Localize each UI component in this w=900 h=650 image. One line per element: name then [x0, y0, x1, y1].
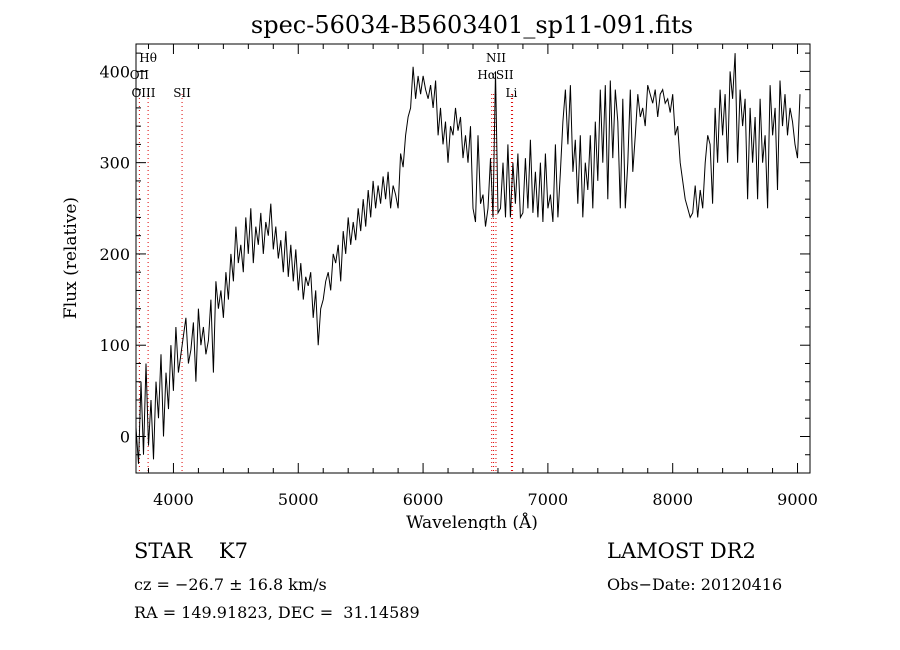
x-axis-label: Wavelength (Å): [406, 512, 538, 530]
redshift-velocity: cz = −26.7 ± 16.8 km/s: [134, 575, 327, 594]
object-class: STAR K7: [134, 539, 248, 563]
x-tick-label: 7000: [528, 490, 569, 509]
y-axis-label: Flux (relative): [61, 197, 81, 319]
observation-date: Obs−Date: 20120416: [607, 575, 783, 594]
coordinates: RA = 149.91823, DEC = 31.14589: [134, 603, 420, 622]
spectral-line-markers: [138, 94, 514, 473]
chart-title: spec-56034-B5603401_sp11-091.fits: [251, 11, 693, 39]
x-tick-label: 5000: [278, 490, 319, 509]
y-tick-label: 200: [99, 245, 130, 264]
line-label: NII: [486, 51, 506, 65]
line-label: SII: [173, 86, 191, 100]
y-tick-label: 100: [99, 336, 130, 355]
x-tick-label: 8000: [652, 490, 693, 509]
spectrum-line: [135, 53, 801, 464]
line-label: OIII: [131, 86, 155, 100]
spectrum-chart: spec-56034-B5603401_sp11-091.fits Hθ OII O…: [61, 11, 818, 530]
x-tick-label: 6000: [403, 490, 444, 509]
line-label: OII: [130, 68, 150, 82]
y-tick-label: 400: [99, 62, 130, 81]
x-tick-label: 9000: [777, 490, 818, 509]
line-label: Hθ: [139, 51, 157, 65]
y-tick-label: 300: [99, 154, 130, 173]
line-label: Li: [506, 86, 518, 100]
y-tick-label: 0: [120, 427, 130, 446]
plot-frame: [135, 43, 811, 474]
survey-name: LAMOST DR2: [607, 539, 756, 563]
x-tick-label: 4000: [153, 490, 194, 509]
axis-ticks: 4000 5000 6000 7000 8000 9000 0 100 200 300 400: [99, 44, 818, 509]
